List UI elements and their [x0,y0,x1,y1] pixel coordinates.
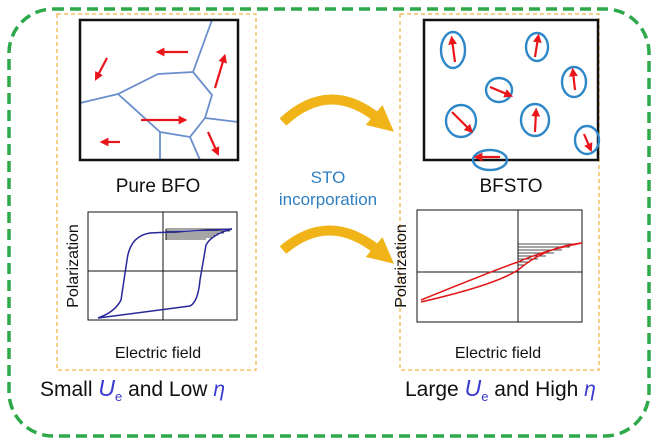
x-label: Electric field [115,345,201,362]
symbol: η [213,378,225,401]
caption-text: and High [494,378,578,401]
center-text: incorporation [279,190,377,209]
symbol: η [584,378,596,401]
hysteresis-plot: Polarization Electric field [65,212,237,362]
arrow [283,99,380,122]
caption-text: Large [405,378,459,401]
grain-image [80,20,238,160]
x-label: Electric field [455,345,541,362]
symbol: U [465,375,482,401]
subscript: e [481,389,488,404]
left-label: Pure BFO [116,176,200,197]
outer-border [9,9,649,436]
caption-text: and Low [128,378,207,401]
domain-image [424,20,599,170]
left-caption: Small Ue and Low η [40,375,225,404]
right-label: BFSTO [480,176,543,197]
caption-text: Small [40,378,93,401]
right-caption: Large Ue and High η [405,375,596,404]
y-label: Polarization [393,224,410,308]
figure: Pure BFO BFSTO STO incorporation Polariz… [0,0,657,444]
center-text: STO [311,168,346,187]
hysteresis-plot: Polarization Electric field [393,210,582,362]
y-label: Polarization [65,224,82,308]
subscript: e [115,389,122,404]
symbol: U [98,375,115,401]
arrow [283,230,380,252]
